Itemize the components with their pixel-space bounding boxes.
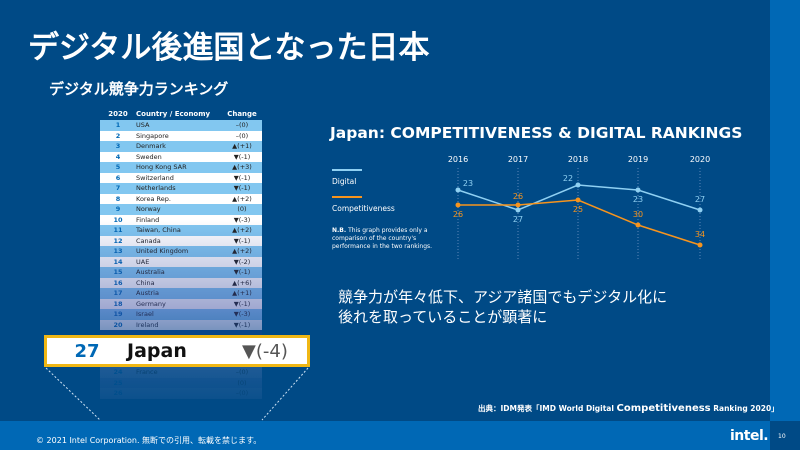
data-label: 23 — [633, 195, 643, 204]
country-cell: Hong Kong SAR — [136, 163, 187, 172]
x-tick-label: 2016 — [448, 155, 468, 164]
data-point — [455, 187, 461, 193]
rank-cell: 1 — [115, 121, 121, 130]
copyright: © 2021 Intel Corporation. 無断での引用、転載を禁じます… — [36, 436, 262, 445]
x-tick-label: 2017 — [508, 155, 528, 164]
rank-cell: 7 — [115, 184, 121, 193]
rank-cell: 10 — [113, 215, 123, 224]
table-title: デジタル競争力ランキング — [49, 80, 229, 98]
source-citation: 出典：IDM発表「IMD World Digital Competitivene… — [478, 403, 779, 414]
ranking-line-chart: Digital Competitiveness 2016 2017 2018 2019 2… — [332, 155, 710, 260]
change-cell: ▼(-1) — [233, 173, 251, 182]
data-point — [697, 242, 703, 248]
data-label: 27 — [695, 195, 705, 204]
change-cell: –(0) — [235, 131, 249, 140]
data-label: 34 — [695, 230, 705, 239]
header-year: 2020 — [108, 109, 128, 118]
country-cell: USA — [136, 121, 150, 130]
country-cell: Korea Rep. — [136, 194, 171, 203]
table-row: 6 Switzerland ▼(-1) — [100, 172, 262, 183]
change-cell: –(0) — [235, 121, 249, 130]
table-row: 10 Finland ▼(-3) — [100, 214, 262, 225]
country-cell: Denmark — [136, 142, 166, 151]
key-message: 競争力が年々低下、アジア諸国でもデジタル化に 後れを取っていることが顕著に — [338, 287, 667, 327]
x-tick-label: 2020 — [690, 155, 710, 164]
data-point — [515, 202, 521, 208]
data-label: 27 — [513, 215, 523, 224]
change-cell: ▲(+2) — [232, 194, 252, 203]
change-cell: ▲(+1) — [232, 142, 252, 151]
legend-label: Competitiveness — [332, 204, 395, 213]
rank-cell: 6 — [115, 173, 121, 182]
japan-change: ▼(-4) — [242, 340, 288, 362]
change-cell: ▼(-1) — [233, 184, 251, 193]
change-cell: (0) — [237, 205, 247, 214]
data-point — [575, 182, 581, 188]
page-number: 10 — [778, 433, 786, 440]
rank-cell: 9 — [115, 205, 121, 214]
highlight-row-japan: 27 Japan ▼(-4) — [44, 335, 310, 367]
change-cell: ▲(+3) — [232, 163, 252, 172]
source-big: Competitiveness — [616, 403, 711, 414]
message-line-2: 後れを取っていることが顕著に — [338, 308, 548, 326]
country-cell: Netherlands — [136, 184, 176, 193]
japan-country: Japan — [127, 340, 187, 362]
data-label: 22 — [563, 174, 573, 183]
header-change: Change — [227, 109, 257, 118]
country-cell: Sweden — [136, 152, 162, 161]
rank-cell: 8 — [115, 194, 121, 203]
rank-cell: 2 — [115, 131, 121, 140]
data-point — [697, 207, 703, 213]
table-row: 3 Denmark ▲(+1) — [100, 141, 262, 152]
table-row: 1 USA –(0) — [100, 120, 262, 131]
table-header: 2020 Country / Economy Change — [100, 107, 262, 120]
rank-cell: 5 — [115, 163, 121, 172]
table-row: 7 Netherlands ▼(-1) — [100, 183, 262, 194]
x-tick-label: 2018 — [568, 155, 588, 164]
rank-cell: 4 — [115, 152, 121, 161]
data-label: 23 — [463, 179, 473, 188]
data-point — [515, 207, 521, 213]
country-cell: Switzerland — [136, 173, 174, 182]
table-row: 8 Korea Rep. ▲(+2) — [100, 193, 262, 204]
chart-note-bold: N.B. — [332, 227, 346, 234]
country-cell: Singapore — [136, 131, 169, 140]
table-row: 5 Hong Kong SAR ▲(+3) — [100, 162, 262, 173]
table-row: 2 Singapore –(0) — [100, 130, 262, 141]
message-line-1: 競争力が年々低下、アジア諸国でもデジタル化に — [338, 288, 668, 306]
data-label: 30 — [633, 210, 643, 219]
data-point — [455, 202, 461, 208]
source-prefix: 出典：IDM発表「IMD World Digital — [478, 404, 617, 413]
page-number-box — [770, 421, 800, 450]
header-country: Country / Economy — [136, 109, 211, 118]
chart-title: Japan: COMPETITIVENESS & DIGITAL RANKING… — [330, 124, 743, 142]
source-suffix: Ranking 2020」 — [710, 404, 779, 413]
data-label: 25 — [573, 205, 583, 214]
data-point — [575, 197, 581, 203]
slide-title: デジタル後進国となった日本 — [28, 30, 430, 66]
legend-label: Digital — [332, 177, 356, 186]
change-cell: ▼(-3) — [233, 215, 251, 224]
japan-rank: 27 — [74, 340, 100, 362]
chart-note: N.B. This graph provides only a compariso… — [332, 227, 432, 250]
table-row: 9 Norway (0) — [100, 204, 262, 215]
country-cell: Finland — [136, 215, 160, 224]
x-tick-label: 2019 — [628, 155, 648, 164]
rank-cell: 3 — [115, 142, 121, 151]
intel-logo: intel. — [730, 428, 769, 444]
country-cell: Norway — [136, 205, 161, 214]
data-label: 26 — [453, 210, 463, 219]
data-point — [635, 187, 641, 193]
data-point — [635, 222, 641, 228]
table-row: 4 Sweden ▼(-1) — [100, 151, 262, 162]
change-cell: ▼(-1) — [233, 152, 251, 161]
data-label: 26 — [513, 192, 523, 201]
